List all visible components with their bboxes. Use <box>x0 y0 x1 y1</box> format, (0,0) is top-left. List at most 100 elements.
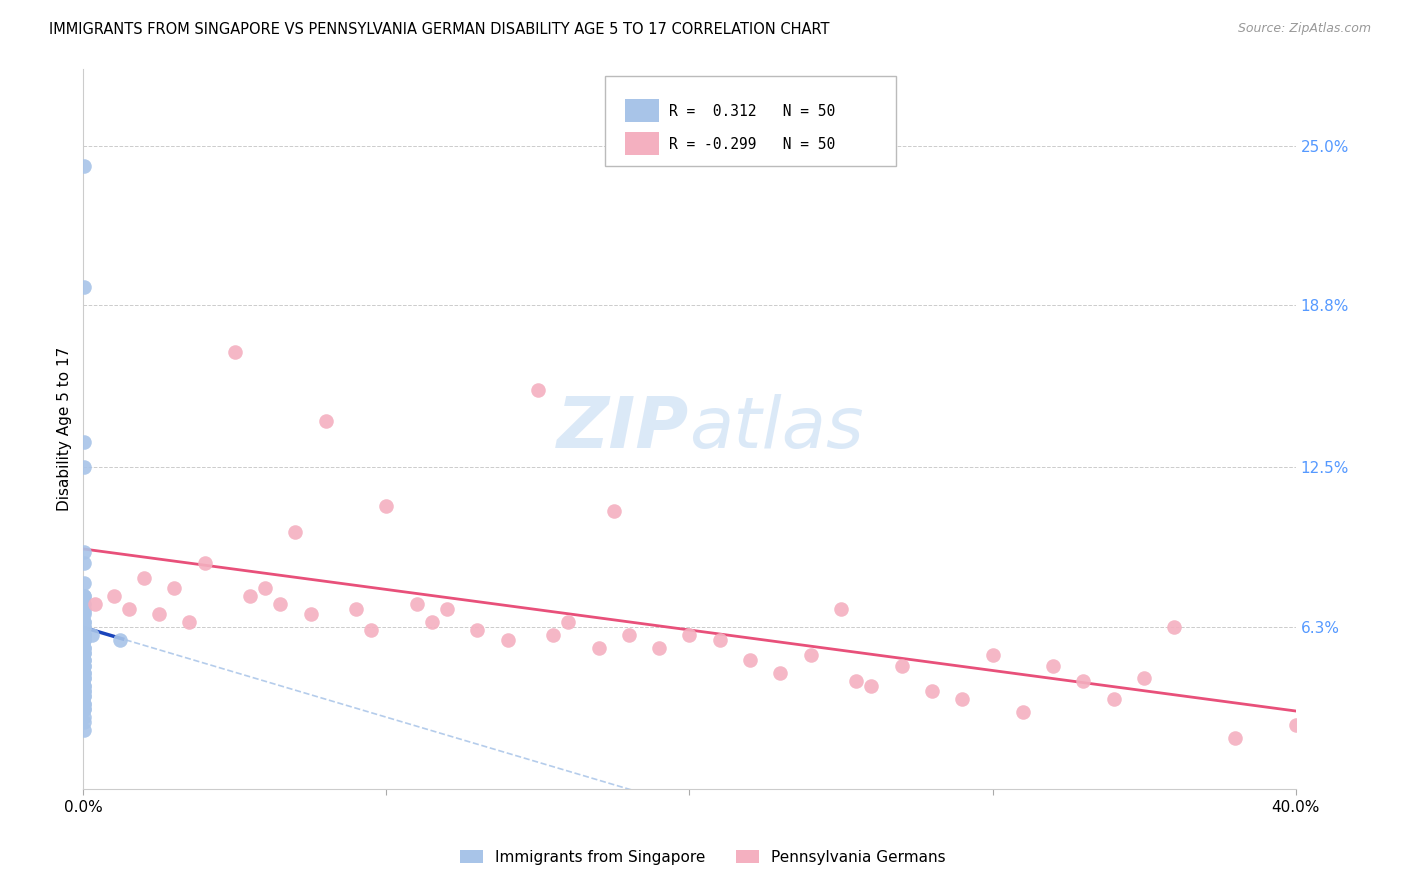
Point <box>72 658 94 673</box>
Point <box>224 344 246 359</box>
Point <box>1163 620 1185 634</box>
Point <box>1073 674 1095 689</box>
Point <box>769 666 792 681</box>
Point <box>72 684 94 698</box>
Point <box>1042 658 1064 673</box>
Text: IMMIGRANTS FROM SINGAPORE VS PENNSYLVANIA GERMAN DISABILITY AGE 5 TO 17 CORRELAT: IMMIGRANTS FROM SINGAPORE VS PENNSYLVANI… <box>49 22 830 37</box>
Point <box>72 460 94 475</box>
Point <box>82 628 104 642</box>
Point <box>420 615 443 629</box>
FancyBboxPatch shape <box>605 76 896 166</box>
Point <box>284 524 307 539</box>
Point <box>436 602 458 616</box>
Point <box>179 615 201 629</box>
Point <box>72 628 94 642</box>
Point <box>921 684 943 698</box>
Point <box>72 615 94 629</box>
Point <box>72 679 94 693</box>
Point <box>72 607 94 621</box>
Point <box>1102 692 1125 706</box>
Point <box>72 602 94 616</box>
Text: Source: ZipAtlas.com: Source: ZipAtlas.com <box>1237 22 1371 36</box>
Point <box>72 640 94 655</box>
Point <box>557 615 579 629</box>
Y-axis label: Disability Age 5 to 17: Disability Age 5 to 17 <box>58 347 72 511</box>
Point <box>73 640 96 655</box>
Point <box>72 690 94 704</box>
Point <box>845 674 868 689</box>
Point <box>72 589 94 603</box>
Point <box>738 653 761 667</box>
Point <box>1284 718 1306 732</box>
Point <box>72 597 94 611</box>
Point <box>299 607 322 621</box>
Point <box>72 666 94 681</box>
Point <box>72 697 94 711</box>
Point <box>344 602 367 616</box>
Point <box>72 672 94 686</box>
Point <box>72 653 94 667</box>
Text: ZIP: ZIP <box>557 394 689 463</box>
Point <box>73 615 96 629</box>
Point <box>465 623 488 637</box>
Point <box>72 697 94 711</box>
Point <box>193 556 215 570</box>
Point <box>72 702 94 716</box>
Point <box>527 383 550 397</box>
FancyBboxPatch shape <box>626 132 659 155</box>
Point <box>72 710 94 724</box>
Point <box>148 607 170 621</box>
Point <box>405 597 427 611</box>
Point <box>360 623 382 637</box>
Point <box>73 628 96 642</box>
Point <box>72 715 94 730</box>
Point <box>72 684 94 698</box>
Point <box>72 556 94 570</box>
Point <box>709 632 731 647</box>
Point <box>72 702 94 716</box>
Point <box>315 414 337 428</box>
Point <box>72 723 94 737</box>
Point <box>118 602 141 616</box>
Point <box>73 545 96 559</box>
Point <box>72 632 94 647</box>
Point <box>72 434 94 449</box>
Point <box>648 640 671 655</box>
Point <box>72 666 94 681</box>
Point <box>496 632 519 647</box>
Point <box>890 658 912 673</box>
FancyBboxPatch shape <box>626 99 659 122</box>
Text: R = -0.299   N = 50: R = -0.299 N = 50 <box>669 136 835 152</box>
Point <box>678 628 700 642</box>
Point <box>108 632 131 647</box>
Point <box>73 690 96 704</box>
Point <box>72 679 94 693</box>
Point <box>72 646 94 660</box>
Point <box>132 571 155 585</box>
Point <box>950 692 973 706</box>
Point <box>269 597 291 611</box>
Point <box>1223 731 1246 745</box>
Point <box>73 658 96 673</box>
Point <box>103 589 125 603</box>
Point <box>830 602 852 616</box>
Text: atlas: atlas <box>689 394 865 463</box>
Point <box>1133 672 1156 686</box>
Point <box>254 582 277 596</box>
Point <box>72 672 94 686</box>
Legend: Immigrants from Singapore, Pennsylvania Germans: Immigrants from Singapore, Pennsylvania … <box>454 844 952 871</box>
Point <box>860 679 883 693</box>
Point <box>72 605 94 619</box>
Point <box>73 589 96 603</box>
Point <box>800 648 823 663</box>
Point <box>72 576 94 591</box>
Point <box>1011 705 1033 719</box>
Point <box>602 504 624 518</box>
Point <box>72 632 94 647</box>
Point <box>72 159 94 173</box>
Text: R =  0.312   N = 50: R = 0.312 N = 50 <box>669 103 835 119</box>
Point <box>72 646 94 660</box>
Point <box>239 589 262 603</box>
Point <box>617 628 640 642</box>
Point <box>375 499 398 513</box>
